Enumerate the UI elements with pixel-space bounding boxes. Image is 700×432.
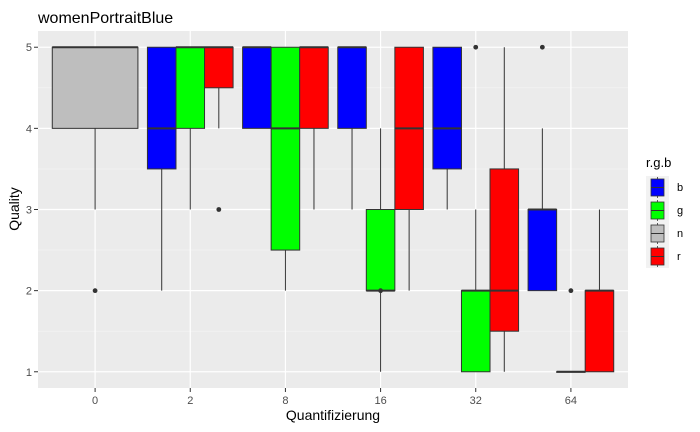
- box-body: [51, 46, 139, 129]
- box-2-r: [204, 46, 234, 212]
- y-tick-label: 5: [26, 42, 32, 54]
- legend-label: n: [677, 228, 683, 240]
- x-tick-label: 32: [470, 395, 482, 407]
- box-body: [337, 46, 367, 129]
- outlier-point: [539, 44, 545, 50]
- y-tick-label: 3: [26, 205, 32, 217]
- box-64-b: [527, 44, 558, 292]
- x-tick-label: 64: [565, 395, 577, 407]
- box-body: [584, 290, 615, 373]
- outlier-point: [568, 288, 574, 294]
- y-axis-title: Quality: [6, 187, 22, 231]
- box-body: [527, 209, 558, 292]
- box-body: [270, 46, 301, 251]
- y-tick-label: 2: [26, 286, 32, 298]
- x-axis-title: Quantifizierung: [286, 407, 380, 423]
- legend-item-g: g: [646, 199, 683, 222]
- box-8-r: [299, 46, 329, 210]
- box-body: [242, 46, 272, 129]
- box-body: [204, 46, 234, 89]
- y-tick-label: 1: [26, 367, 32, 379]
- x-tick-label: 2: [187, 395, 193, 407]
- boxes: [51, 44, 615, 373]
- box-64-g: [556, 288, 586, 373]
- legend-item-b: b: [646, 176, 683, 199]
- box-body: [299, 46, 329, 129]
- legend-label: g: [677, 205, 683, 217]
- outlier-point: [473, 44, 479, 50]
- legend-label: r: [677, 251, 681, 263]
- y-tick-label: 4: [26, 123, 32, 135]
- x-tick-label: 8: [282, 395, 288, 407]
- box-32-g: [460, 44, 491, 373]
- box-32-b: [432, 46, 462, 210]
- x-axis: 0 2 8 16 32 64: [92, 388, 577, 407]
- box-32-r: [489, 47, 520, 372]
- box-body: [432, 46, 462, 170]
- box-body: [175, 46, 206, 129]
- outlier-point: [378, 288, 383, 294]
- box-64-r: [584, 209, 615, 373]
- box-body: [365, 209, 396, 292]
- legend-item-r: r: [646, 245, 681, 268]
- box-8-g: [270, 46, 301, 291]
- chart-title: womenPortraitBlue: [37, 10, 173, 27]
- legend-item-n: n: [646, 222, 683, 245]
- box-2-g: [175, 46, 206, 210]
- outlier-point: [92, 288, 98, 294]
- legend-label: b: [677, 182, 683, 194]
- box-16-b: [337, 46, 367, 210]
- x-tick-label: 0: [92, 395, 98, 407]
- y-axis: 1 2 3 4 5: [26, 42, 38, 379]
- box-16-r: [394, 46, 424, 291]
- legend-title: r.g.b: [646, 155, 671, 170]
- box-0-n: [51, 46, 139, 294]
- box-16-g: [365, 128, 396, 372]
- box-8-b: [242, 46, 272, 129]
- x-tick-label: 16: [374, 395, 386, 407]
- outlier-point: [216, 207, 222, 212]
- box-body: [489, 168, 520, 332]
- box-body: [146, 46, 177, 170]
- box-body: [460, 290, 491, 373]
